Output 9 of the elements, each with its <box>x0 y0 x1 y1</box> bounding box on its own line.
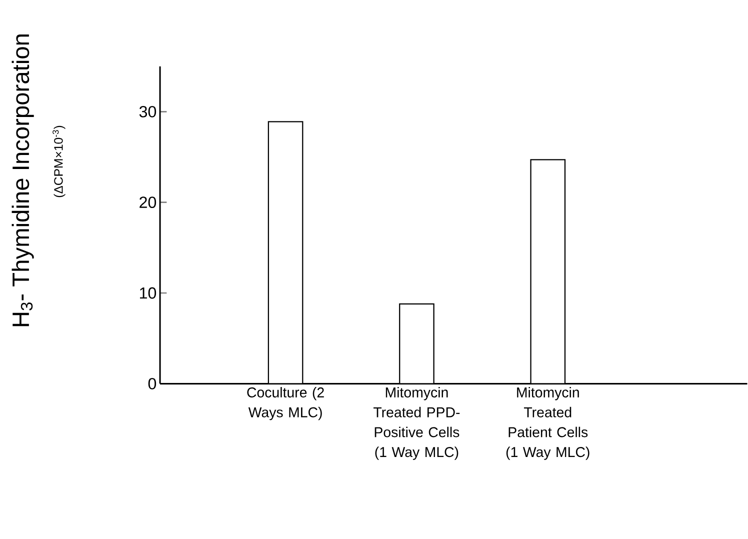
text: (ΔCPM×10$^{-3}$) <box>52 126 66 198</box>
y-tick-label: 30 <box>139 106 156 118</box>
y-tick-label: 20 <box>140 196 156 208</box>
x-tick-label: Coculture (2 Ways MLC) <box>247 387 324 420</box>
x-tick-label: Mitomycin Treated PPD-Positive Cells (1 Way MLC) <box>373 387 460 460</box>
y-tick-label: 0 <box>148 378 156 390</box>
y-tick-label: 10 <box>140 287 156 299</box>
x-tick-label: Mitomycin Treated Patient Cells (1 Way MLC) <box>506 387 590 460</box>
y-axis-title: H$_{3}$- Thymidine Incorporation <box>12 34 34 326</box>
